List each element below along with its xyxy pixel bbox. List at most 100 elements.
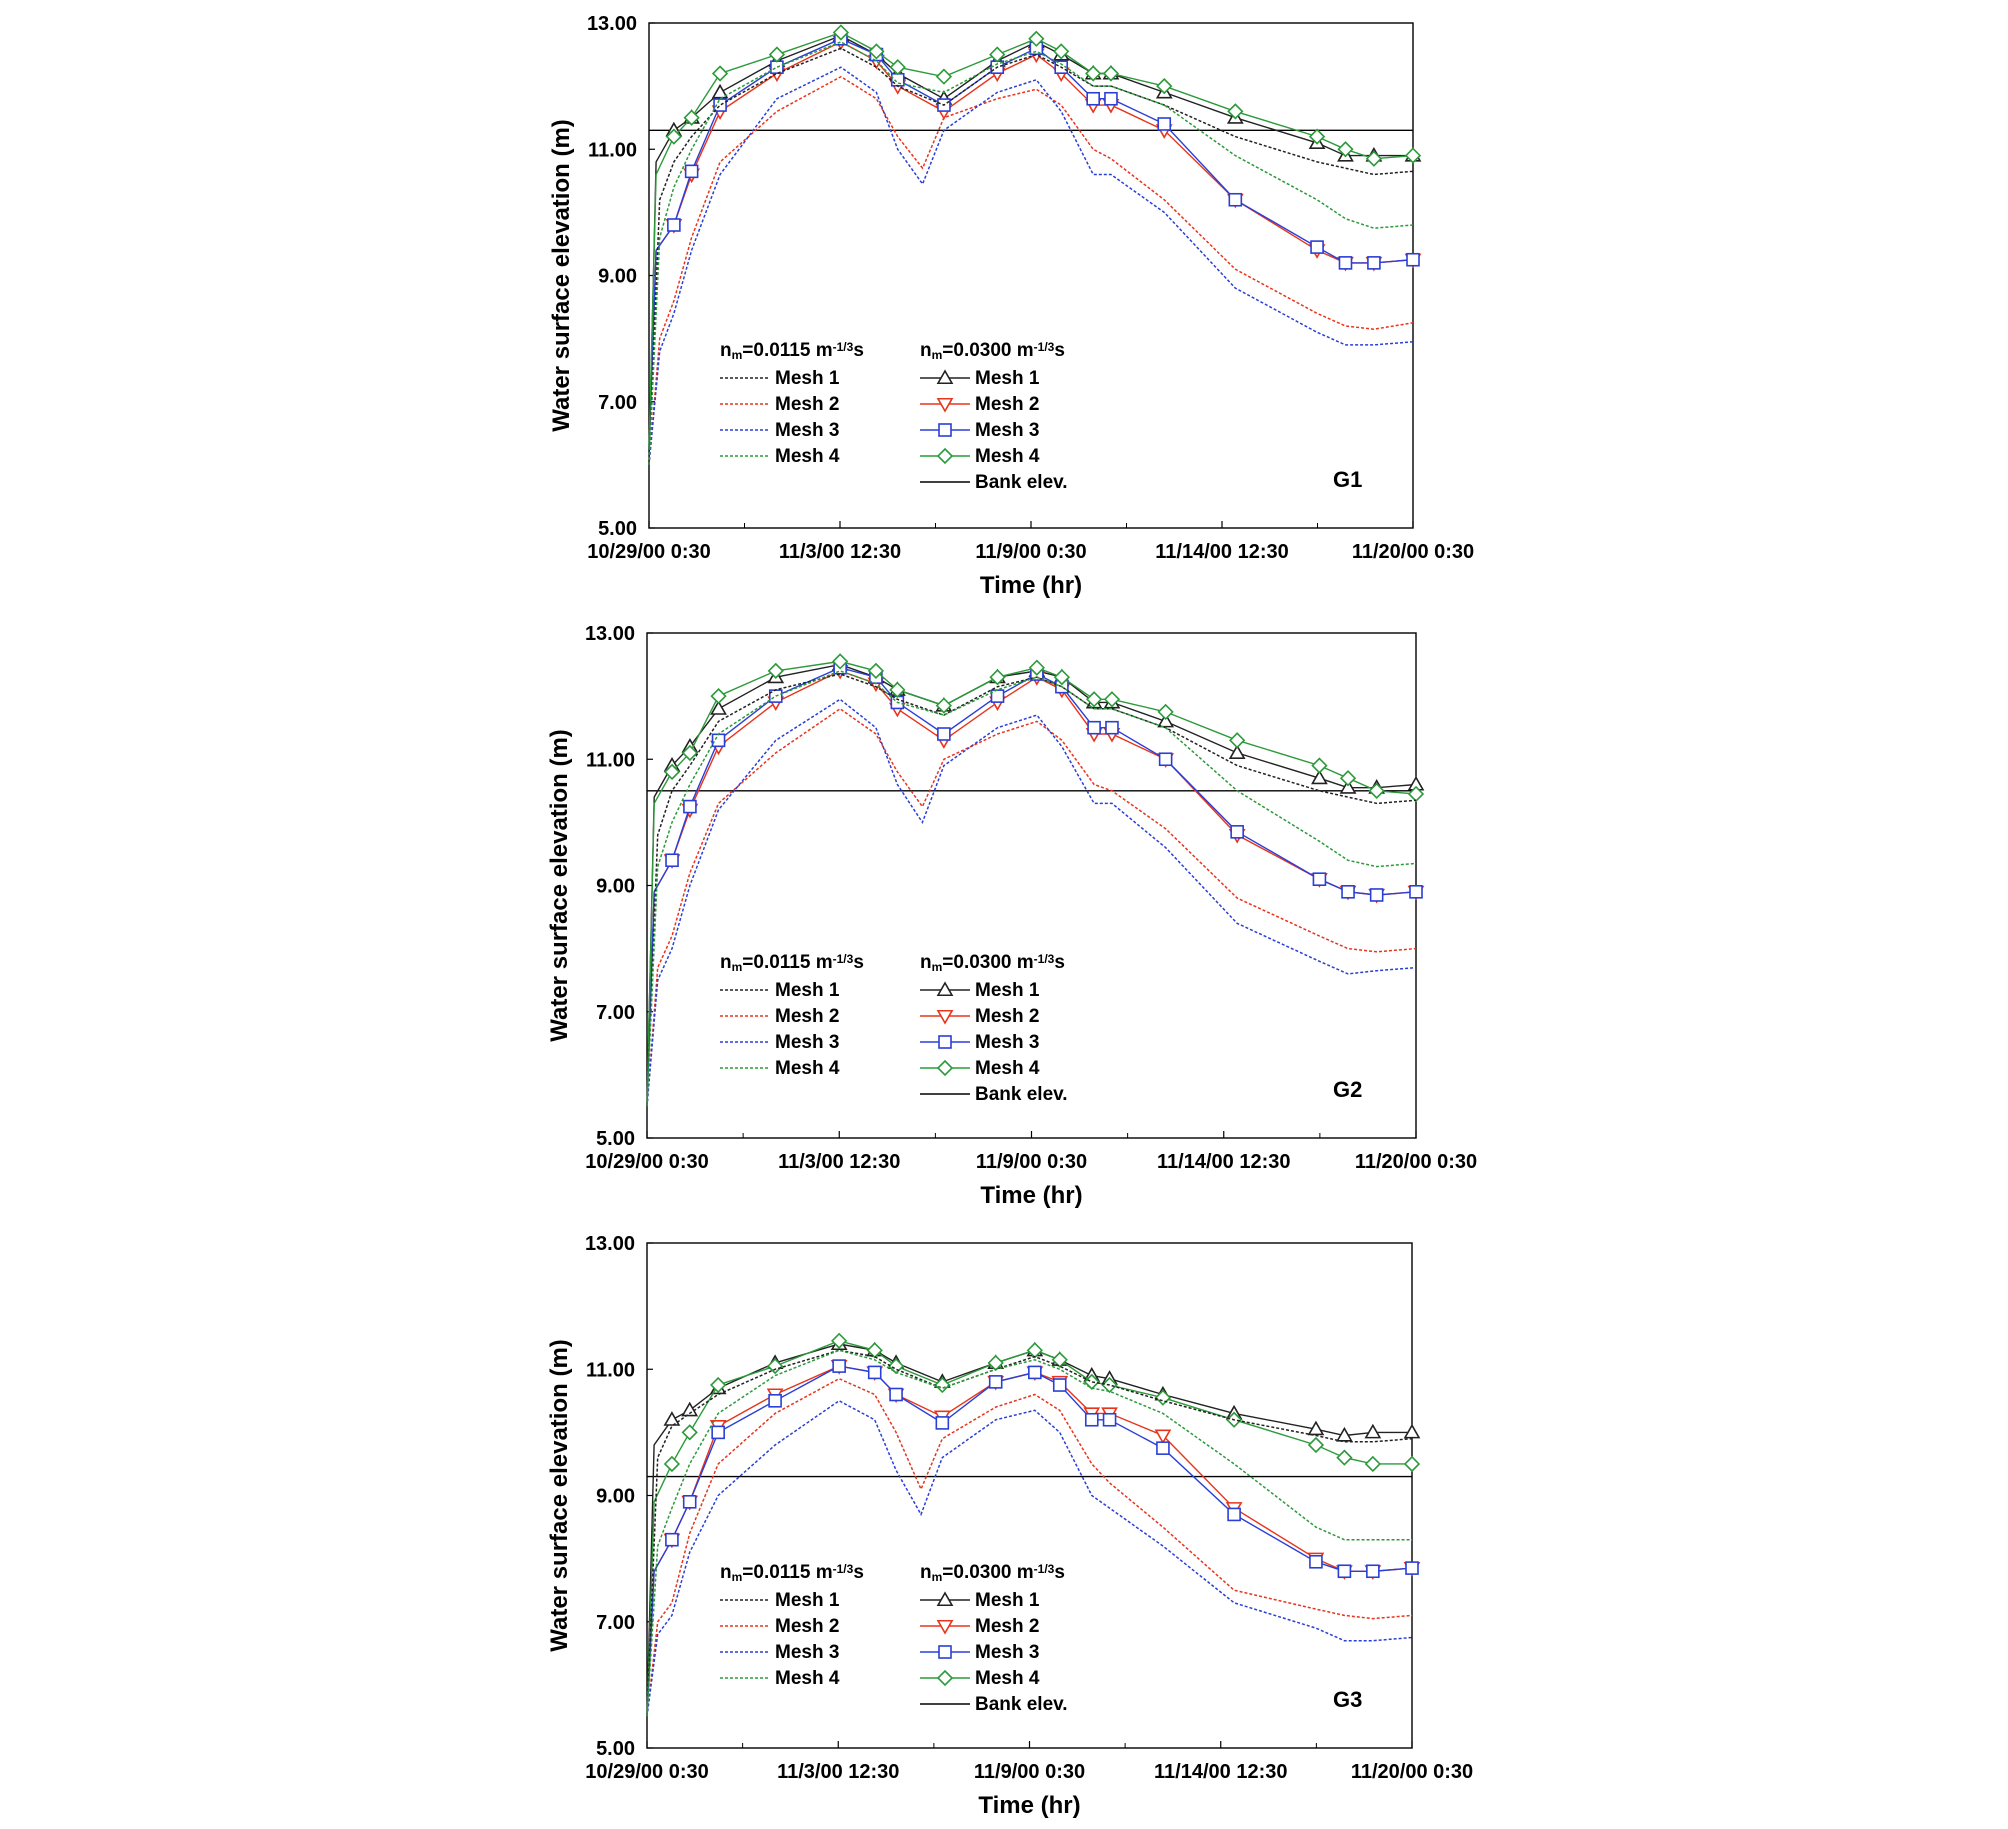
x-tick-label: 10/29/00 0:30 [585,1761,708,1783]
data-point [711,65,729,82]
x-tick-label: 11/20/00 0:30 [1352,541,1474,563]
legend-header-part: -1/3 [833,1562,854,1576]
legend-header-part: m [932,348,943,362]
series-line-mesh2-dashed [646,1377,1413,1717]
legend-marker [938,1035,952,1049]
legend-label-bank: Bank elev. [975,472,1068,493]
data-point [1336,1426,1353,1442]
data-point [711,83,729,99]
legend-header-part: =0.0300 m [942,340,1033,361]
data-point [832,1359,846,1373]
y-tick-label: 9.00 [596,876,635,898]
data-point [1051,1351,1068,1368]
data-point [683,799,697,814]
x-axis-title: Time (hr) [978,1792,1080,1819]
data-point [868,43,885,60]
legend-header-part: m [732,960,743,974]
legend-header-part: n [920,952,932,973]
data-point [1310,240,1324,254]
data-point [935,697,953,714]
data-point [663,1455,681,1473]
data-point [990,689,1005,703]
legend-label: Mesh 2 [775,394,839,415]
legend-marker [936,1059,954,1077]
legend-label: Mesh 3 [975,1642,1039,1663]
legend-marker [936,1619,954,1635]
data-point [1403,1455,1421,1473]
legend-header-1: nm=0.0115 m-1/3s [720,952,864,974]
data-point [1341,885,1355,899]
legend-header-2: nm=0.0300 m-1/3s [920,340,1065,362]
data-point [1157,703,1174,721]
legend-label: Mesh 2 [775,1006,839,1027]
data-point [683,109,700,126]
legend-label: Mesh 1 [975,368,1040,389]
x-tick-label: 11/9/00 0:30 [975,541,1086,563]
data-point [665,1532,679,1547]
legend-label: Mesh 4 [975,1058,1040,1079]
legend-label: Mesh 1 [975,1590,1040,1611]
legend-label-bank: Bank elev. [975,1694,1068,1715]
y-tick-label: 13.00 [587,13,637,35]
legend-marker [936,981,954,997]
series-line-mesh3-solid [646,1365,1413,1717]
legend-label: Mesh 3 [775,1642,839,1663]
y-tick-label: 5.00 [596,1738,635,1760]
legend-header-part: -1/3 [1034,340,1055,354]
data-point [1337,1564,1352,1579]
data-point [1337,141,1354,158]
data-point [889,59,906,76]
y-tick-label: 11.00 [586,1359,635,1381]
data-point [710,687,727,705]
legend-label: Mesh 2 [975,1006,1039,1027]
data-point [1157,712,1175,728]
data-point [1307,1436,1325,1454]
data-point [1228,744,1246,759]
legend-label: Mesh 1 [975,980,1040,1001]
series-line-mesh1-dashed [648,47,1414,465]
data-point [988,1375,1003,1389]
data-point [1366,1564,1380,1579]
x-tick-label: 11/9/00 0:30 [974,1761,1085,1783]
data-point [1312,872,1327,886]
data-point [989,46,1006,63]
legend-header-part: =0.0115 m [742,340,832,361]
data-point [1103,691,1121,708]
data-point [935,68,953,85]
legend-label-bank: Bank elev. [975,1084,1068,1105]
data-point [832,24,850,41]
data-point [681,1401,699,1417]
data-point [1084,1412,1099,1427]
y-axis-title: Water surface elevation (m) [546,1339,573,1652]
legend-header-1: nm=0.0115 m-1/3s [720,1562,864,1584]
legend-label: Mesh 4 [775,1668,840,1689]
series-line-mesh2-solid [646,1365,1413,1717]
legend-label: Mesh 1 [775,368,840,389]
data-point [1086,91,1100,106]
data-point [867,662,885,680]
data-point [1404,147,1422,164]
y-tick-label: 5.00 [596,1128,635,1150]
data-point [1085,65,1102,82]
data-point [1367,256,1381,270]
data-point [663,763,681,781]
legend-label: Mesh 3 [775,420,839,441]
data-point [1307,1420,1325,1436]
data-point [766,1357,784,1375]
x-tick-label: 11/20/00 0:30 [1355,1151,1477,1173]
legend-header-part: s [853,1562,864,1583]
y-tick-label: 7.00 [598,392,637,414]
data-point [684,164,699,179]
data-point [1102,65,1120,82]
legend-header-part: -1/3 [833,340,854,354]
data-point [1405,1561,1419,1575]
y-tick-label: 11.00 [588,139,637,161]
data-point [1309,1554,1323,1569]
legend-header-2: nm=0.0300 m-1/3s [920,952,1065,974]
data-point [1156,1441,1170,1455]
data-point [989,669,1006,686]
x-tick-label: 11/9/00 0:30 [976,1151,1087,1173]
legend-header-part: n [720,952,732,973]
